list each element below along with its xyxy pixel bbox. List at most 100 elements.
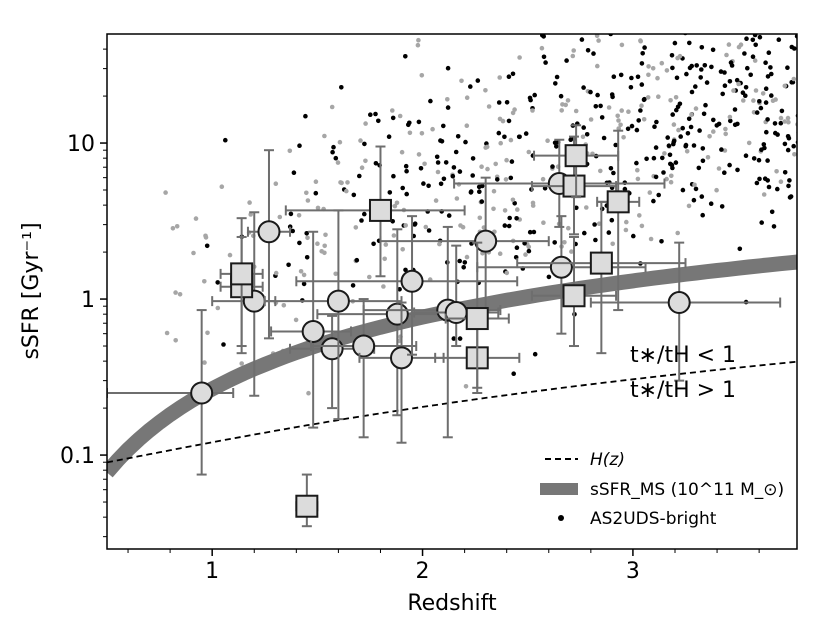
background-dot (381, 284, 386, 289)
background-dot (288, 211, 294, 217)
background-dot (419, 131, 425, 136)
background-dot (779, 13, 784, 18)
x-tick-label: 1 (205, 559, 219, 584)
background-dot (345, 180, 350, 185)
background-dot (611, 74, 617, 79)
background-dot (684, 71, 689, 77)
background-dot (757, 176, 762, 182)
background-dot (485, 166, 490, 172)
background-dot (741, 98, 746, 103)
square-marker (564, 144, 588, 168)
background-galaxy-dots (163, 0, 797, 396)
circle-data-point (316, 228, 441, 417)
background-dot (333, 155, 339, 161)
background-dot (714, 123, 720, 128)
background-dot (670, 65, 675, 71)
background-dot (215, 305, 221, 311)
background-dot (362, 211, 367, 217)
background-dot (277, 214, 283, 220)
background-dot (204, 243, 210, 249)
background-dot (752, 34, 758, 38)
background-dot (435, 169, 441, 175)
background-dot (569, 249, 574, 254)
circle-marker (400, 269, 424, 293)
background-dot (579, 37, 585, 42)
background-dot (639, 61, 645, 66)
background-dot (463, 384, 469, 389)
background-dot (421, 181, 426, 186)
background-dot (371, 241, 376, 247)
background-dot (322, 133, 327, 139)
background-dot (193, 216, 199, 221)
background-dot (451, 336, 457, 341)
background-dot (636, 118, 641, 123)
background-dot (668, 161, 673, 167)
background-dot (443, 160, 449, 165)
background-dot (698, 75, 703, 80)
background-dot (560, 102, 565, 107)
background-dot (202, 360, 207, 365)
background-dot (622, 186, 628, 192)
background-dot (437, 241, 442, 247)
background-dot (761, 142, 767, 147)
circle-data-point (107, 309, 235, 476)
background-dot (618, 122, 623, 128)
background-dot (711, 129, 716, 134)
background-dot (651, 155, 657, 161)
background-dot (423, 224, 429, 230)
background-dot (273, 181, 279, 186)
background-dot (581, 85, 586, 90)
background-dot (606, 230, 612, 235)
background-dot (667, 152, 673, 158)
background-dot (353, 225, 359, 230)
background-dot (773, 97, 778, 102)
background-dot (559, 108, 564, 113)
background-dot (540, 34, 545, 38)
background-dot (304, 254, 310, 260)
background-dot (303, 113, 308, 119)
background-dot (497, 116, 503, 122)
background-dot (391, 233, 397, 238)
background-dot (655, 75, 660, 81)
background-dot (177, 292, 183, 297)
background-dot (536, 28, 541, 33)
background-dot (298, 269, 304, 274)
background-dot (419, 73, 425, 78)
circle-marker (667, 291, 691, 315)
background-dot (515, 11, 520, 16)
background-dot (497, 75, 503, 80)
background-dot (768, 65, 773, 70)
background-dot (403, 223, 409, 228)
circle-data-point (589, 241, 782, 382)
background-dot (769, 93, 774, 98)
background-dot (635, 167, 640, 173)
background-dot (457, 169, 463, 174)
background-dot (701, 111, 707, 117)
background-dot (596, 38, 601, 43)
background-dot (638, 108, 643, 113)
background-dot (714, 187, 719, 193)
background-dot (170, 226, 176, 231)
background-dot (458, 223, 463, 228)
background-dot (704, 0, 709, 1)
background-dot (504, 157, 509, 163)
background-dot (404, 168, 409, 174)
background-dot (540, 14, 545, 19)
background-dot (787, 195, 793, 200)
background-dot (727, 79, 733, 84)
background-dot (716, 166, 722, 171)
background-dot (747, 21, 752, 26)
background-dot (671, 122, 677, 127)
background-dot (722, 83, 728, 88)
background-dot (514, 245, 520, 250)
background-dot (202, 279, 207, 284)
background-dot (673, 95, 679, 100)
background-dot (514, 216, 519, 221)
background-dot (441, 123, 446, 129)
background-dot (407, 130, 413, 136)
background-dot (227, 252, 233, 258)
background-dot (760, 91, 766, 96)
background-dot (608, 166, 614, 171)
background-dot (562, 240, 567, 245)
background-dot (477, 189, 482, 194)
